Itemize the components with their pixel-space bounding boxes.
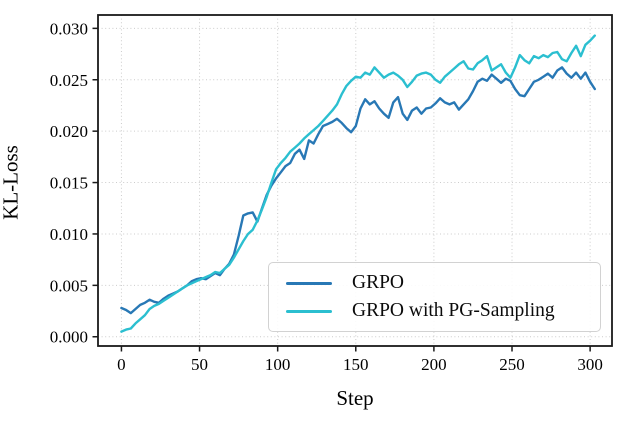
x-tick-label: 200 <box>421 355 447 374</box>
legend: GRPO GRPO with PG-Sampling <box>268 262 601 332</box>
x-tick-label: 150 <box>343 355 369 374</box>
y-tick-label: 0.030 <box>50 19 88 38</box>
data-series-lines <box>120 34 596 333</box>
grpo-pg-sampling-line <box>120 34 596 333</box>
y-tick-label: 0.020 <box>50 122 88 141</box>
legend-item-grpo: GRPO <box>286 270 600 296</box>
legend-item-grpo-pg-sampling: GRPO with PG-Sampling <box>286 298 600 324</box>
axis-tick-labels: 0 50 100 150 200 250 300 0.000 0.005 0.010 0.015 0.… <box>50 19 603 374</box>
legend-label-grpo: GRPO <box>352 272 405 293</box>
y-tick-label: 0.010 <box>50 225 88 244</box>
grpo-line-swatch <box>286 281 332 285</box>
x-tick-label: 250 <box>499 355 525 374</box>
y-tick-label: 0.000 <box>50 328 88 347</box>
x-tick-label: 300 <box>577 355 603 374</box>
y-tick-label: 0.015 <box>50 174 88 193</box>
x-tick-label: 50 <box>191 355 208 374</box>
legend-label-grpo-pg-sampling: GRPO with PG-Sampling <box>352 300 555 321</box>
y-tick-label: 0.025 <box>50 71 88 90</box>
x-axis-label: Step <box>336 386 374 410</box>
grpo-pg-sampling-line-swatch <box>286 309 332 313</box>
plot-frame <box>97 14 613 347</box>
y-axis-label: KL-Loss <box>0 145 23 220</box>
x-tick-label: 0 <box>117 355 126 374</box>
x-tick-label: 100 <box>265 355 291 374</box>
y-tick-label: 0.005 <box>50 276 88 295</box>
axis-ticks <box>92 27 591 352</box>
